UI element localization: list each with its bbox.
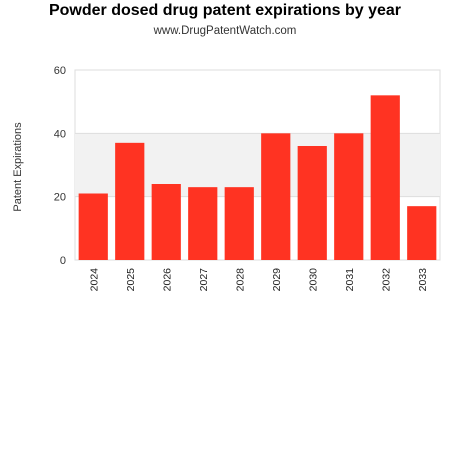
bar-2029 <box>261 133 291 260</box>
chart-subtitle: www.DrugPatentWatch.com <box>153 25 297 37</box>
bar-2026 <box>151 184 181 260</box>
x-tick-label: 2024 <box>88 268 100 292</box>
y-tick-label: 0 <box>60 255 66 267</box>
y-axis-label: Patent Expirations <box>12 122 24 212</box>
y-tick-label: 20 <box>54 192 66 204</box>
bar-2030 <box>297 146 327 260</box>
y-tick-label: 40 <box>54 128 66 140</box>
x-tick-label: 2028 <box>234 268 246 292</box>
bar-2033 <box>407 206 437 260</box>
bar-2032 <box>370 95 400 260</box>
y-axis-ticks: 0 20 40 60 <box>54 65 66 267</box>
x-tick-label: 2031 <box>344 268 356 292</box>
bar-2024 <box>78 193 108 260</box>
bar-2025 <box>115 142 145 260</box>
bar-2027 <box>188 187 218 260</box>
x-tick-label: 2027 <box>198 268 210 292</box>
x-tick-label: 2025 <box>125 268 137 292</box>
x-tick-label: 2029 <box>271 268 283 292</box>
bars <box>78 95 437 260</box>
x-tick-label: 2026 <box>161 268 173 292</box>
y-tick-label: 60 <box>54 65 66 77</box>
bar-2031 <box>334 133 364 260</box>
x-axis-ticks: 2024 2025 2026 2027 2028 2029 2030 2031 2032 2033 <box>88 268 429 292</box>
chart-title: Powder dosed drug patent expirations by … <box>48 2 402 19</box>
x-tick-label: 2032 <box>380 268 392 292</box>
x-tick-label: 2030 <box>307 268 319 292</box>
bar-2028 <box>224 187 254 260</box>
x-tick-label: 2033 <box>417 268 429 292</box>
